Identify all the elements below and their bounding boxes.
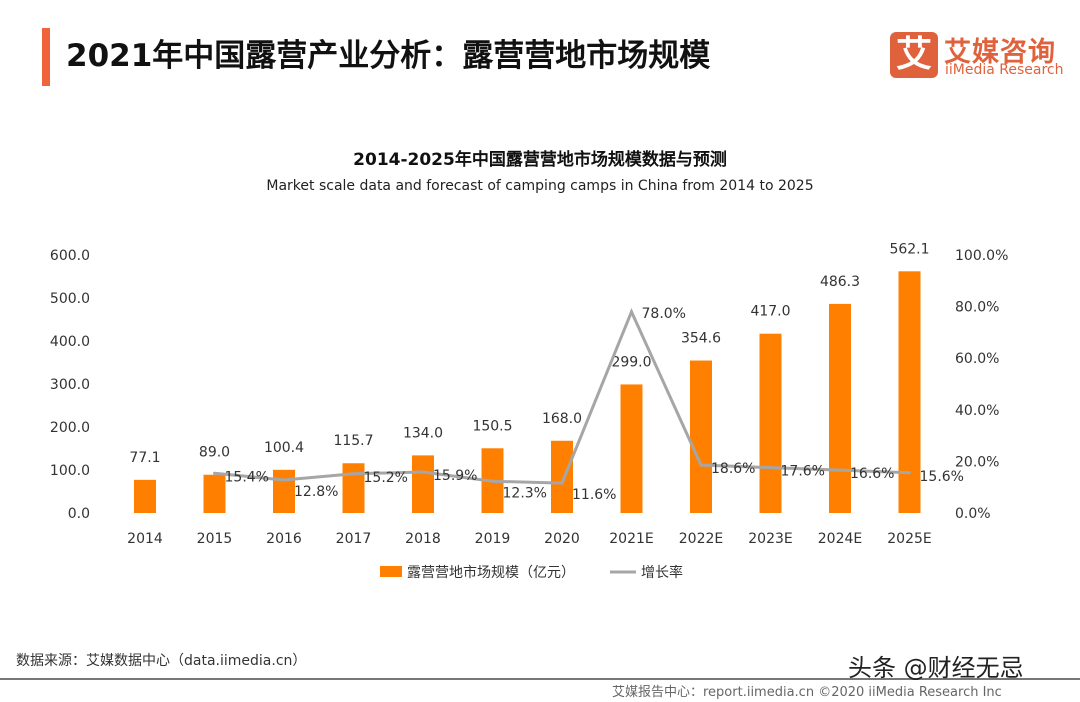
- bar-data-label: 77.1: [129, 450, 160, 466]
- line-data-label: 16.6%: [850, 466, 894, 482]
- x-tick: 2018: [405, 531, 441, 547]
- line-data-label: 15.9%: [433, 468, 477, 484]
- x-tick: 2023E: [748, 531, 792, 547]
- y-right-tick: 60.0%: [955, 351, 999, 367]
- y-left-tick: 300.0: [50, 377, 90, 393]
- y-right-tick: 80.0%: [955, 300, 999, 316]
- x-tick: 2020: [544, 531, 580, 547]
- y-left-tick: 500.0: [50, 291, 90, 307]
- bar-data-label: 134.0: [403, 425, 443, 441]
- growth-point: [838, 468, 842, 472]
- y-right-tick: 0.0%: [955, 506, 991, 522]
- logo-text-en: iiMedia Research: [945, 62, 1064, 78]
- chart-subtitle: Market scale data and forecast of campin…: [266, 178, 814, 194]
- bar: [342, 463, 365, 513]
- page-title: 2021年中国露营产业分析：露营营地市场规模: [66, 38, 711, 74]
- line-data-label: 78.0%: [642, 306, 686, 322]
- growth-point: [560, 481, 564, 485]
- y-right-tick: 20.0%: [955, 454, 999, 470]
- y-left-tick: 200.0: [50, 420, 90, 436]
- growth-point: [421, 470, 425, 474]
- bar: [759, 333, 782, 513]
- line-data-label: 11.6%: [572, 487, 616, 503]
- line-data-label: 17.6%: [781, 464, 825, 480]
- title-accent-bar: [42, 28, 50, 86]
- line-data-label: 15.4%: [225, 469, 269, 485]
- y-left-tick: 600.0: [50, 248, 90, 264]
- growth-point: [352, 472, 355, 476]
- bar-data-label: 354.6: [681, 331, 721, 347]
- line-data-label: 15.2%: [364, 470, 408, 486]
- growth-point: [282, 478, 286, 482]
- logo-text-cn: 艾媒咨询: [944, 37, 1056, 68]
- bar-data-label: 417.0: [750, 304, 790, 320]
- line-data-label: 12.8%: [294, 484, 338, 500]
- chart-title: 2014-2025年中国露营营地市场规模数据与预测: [353, 150, 727, 170]
- growth-point: [213, 471, 216, 475]
- growth-point: [491, 479, 494, 483]
- bar: [412, 455, 434, 513]
- y-left-tick: 100.0: [50, 463, 90, 479]
- bar-data-label: 89.0: [199, 445, 230, 461]
- data-source: 数据来源：艾媒数据中心（data.iimedia.cn）: [16, 653, 307, 669]
- x-tick: 2022E: [679, 531, 723, 547]
- bar: [134, 479, 156, 513]
- watermark: 头条 @财经无忌: [848, 654, 1024, 682]
- bar: [203, 474, 226, 513]
- growth-point: [630, 310, 633, 314]
- y-left-tick: 400.0: [50, 334, 90, 350]
- x-tick: 2014: [127, 531, 163, 547]
- bar-data-label: 299.0: [611, 354, 651, 370]
- bar: [551, 440, 573, 513]
- bar: [620, 384, 643, 513]
- bar: [273, 469, 295, 513]
- bar-data-label: 168.0: [542, 411, 582, 427]
- legend-bar-label: 露营营地市场规模（亿元）: [407, 564, 575, 581]
- line-data-label: 12.3%: [503, 485, 547, 501]
- line-data-label: 18.6%: [711, 461, 755, 477]
- bar: [898, 271, 921, 513]
- bar-data-label: 486.3: [820, 274, 860, 290]
- footer-divider: [0, 678, 1080, 680]
- bar-data-label: 150.5: [472, 418, 512, 434]
- legend-bar-swatch: [380, 566, 402, 577]
- growth-point: [769, 466, 772, 470]
- growth-point: [908, 471, 911, 475]
- footer-copyright: 艾媒报告中心：report.iimedia.cn ©2020 iiMedia R…: [612, 685, 1002, 700]
- y-right-tick: 100.0%: [955, 248, 1008, 264]
- x-tick: 2017: [336, 531, 372, 547]
- line-data-label: 15.6%: [920, 469, 964, 485]
- logo-mark: 艾: [890, 32, 938, 78]
- x-tick: 2025E: [887, 531, 931, 547]
- bar-data-label: 115.7: [333, 433, 373, 449]
- x-tick: 2015: [197, 531, 233, 547]
- x-tick: 2021E: [609, 531, 653, 547]
- x-tick: 2019: [475, 531, 511, 547]
- x-tick: 2016: [266, 531, 302, 547]
- y-right-tick: 40.0%: [955, 403, 999, 419]
- y-left-tick: 0.0: [68, 506, 90, 522]
- growth-point: [699, 463, 703, 467]
- legend-line-label: 增长率: [641, 564, 683, 581]
- bar-data-label: 100.4: [264, 440, 304, 456]
- bar: [690, 360, 712, 513]
- x-tick: 2024E: [818, 531, 862, 547]
- bar: [829, 303, 851, 513]
- bar-data-label: 562.1: [889, 241, 929, 257]
